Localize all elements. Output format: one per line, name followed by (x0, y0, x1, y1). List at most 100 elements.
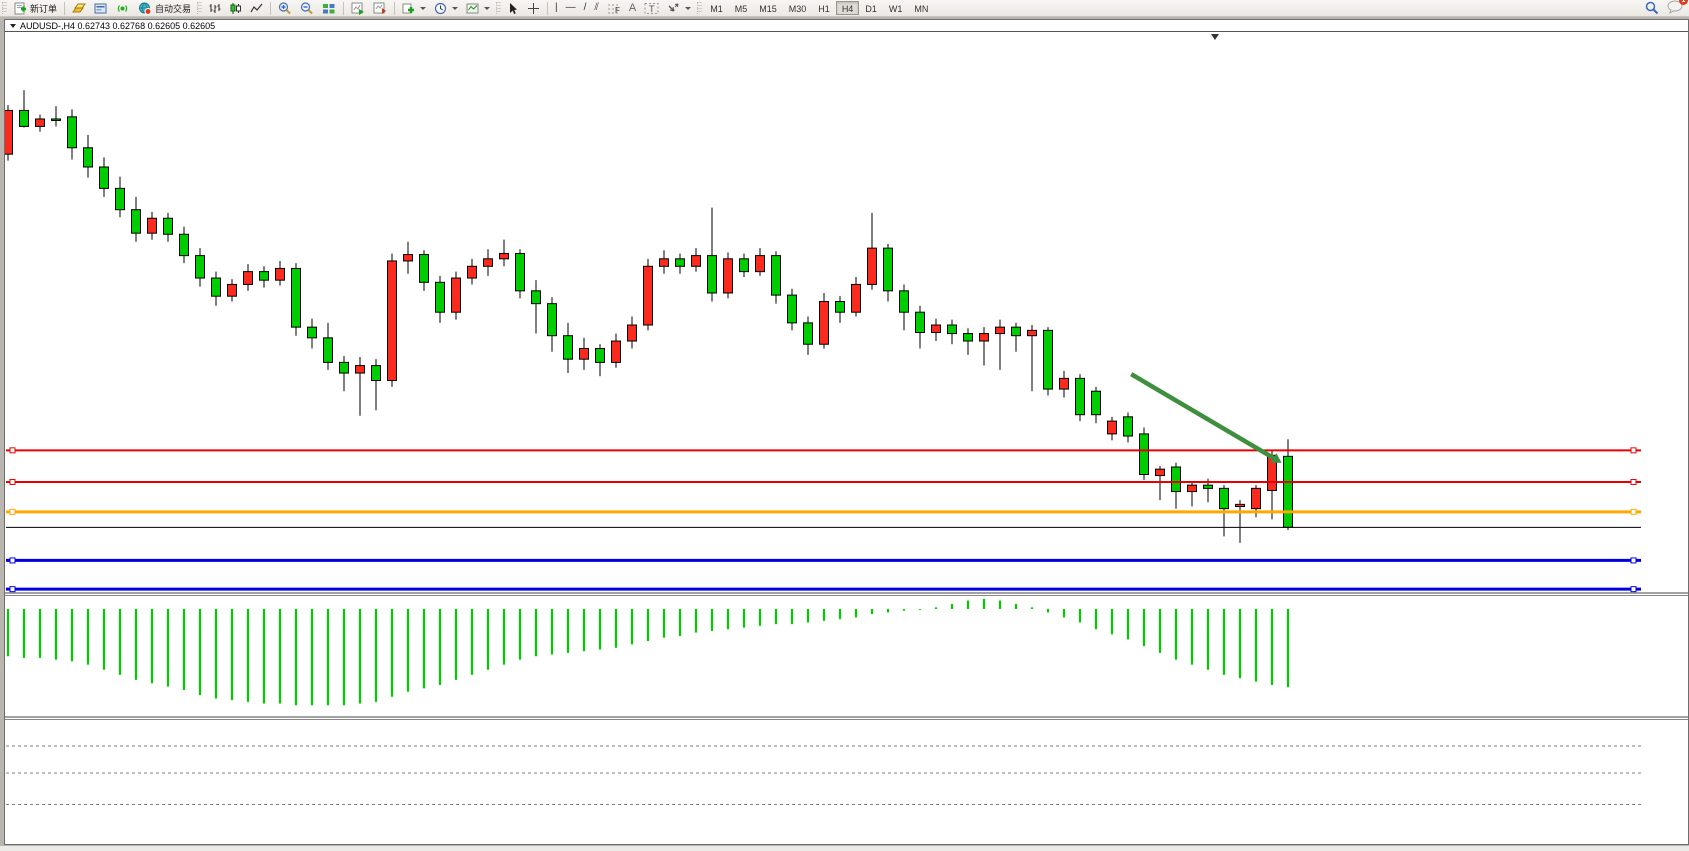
candle (387, 253, 397, 387)
cursor-tool-button[interactable] (503, 1, 523, 16)
channel-tool-button[interactable]: ⫽ (590, 1, 602, 16)
line-chart-type-button[interactable] (246, 1, 267, 16)
signals-button[interactable] (112, 1, 134, 16)
comment-bubble-icon (1667, 0, 1683, 15)
auto-trading-button[interactable]: 自动交易 (134, 1, 195, 16)
hline-handle[interactable] (1630, 586, 1637, 593)
candle-body (195, 255, 205, 279)
candle-body (595, 348, 605, 363)
dropdown-caret-icon (420, 6, 427, 10)
search-icon[interactable] (1645, 1, 1659, 15)
periods-clock-icon (434, 2, 447, 14)
timeframe-H4[interactable]: H4 (835, 1, 860, 15)
vline-tool-button[interactable]: | (551, 1, 562, 16)
candle (339, 355, 349, 392)
gold-chart-button[interactable] (68, 1, 90, 16)
candle-body (1043, 329, 1053, 390)
toolbar-grip[interactable] (197, 2, 203, 14)
timeframe-M15[interactable]: M15 (759, 4, 777, 14)
crosshair-tool-button[interactable] (523, 1, 544, 16)
candle-body (99, 166, 109, 189)
hline-tool-button[interactable]: — (562, 1, 580, 16)
label-tool-button[interactable]: T (640, 1, 663, 16)
candle (643, 258, 653, 331)
profile-button[interactable] (347, 1, 369, 16)
candle (707, 207, 717, 302)
candle-body (755, 255, 765, 273)
hline-handle[interactable] (1630, 508, 1637, 515)
hline-handle[interactable] (9, 557, 16, 564)
chart-canvas[interactable] (5, 32, 1688, 844)
candle-body (851, 283, 861, 313)
periods-button[interactable] (430, 1, 462, 16)
timeframe-W1[interactable]: W1 (888, 4, 903, 14)
toolbar-grip[interactable] (697, 2, 703, 14)
timeframe-toolbar: M1 M5 M15 M30 H1 H4 D1 W1 MN (704, 1, 934, 15)
candle (691, 248, 701, 272)
candle (851, 276, 861, 317)
new-order-button[interactable]: 新订单 (9, 1, 61, 16)
hline-handle[interactable] (9, 586, 16, 593)
comments-button[interactable]: 1 (1667, 0, 1688, 16)
toolbar-grip[interactable] (2, 2, 7, 14)
timeframe-D1[interactable]: D1 (865, 4, 877, 14)
shapes-tool-button[interactable] (663, 1, 695, 16)
timeframe-H1[interactable]: H1 (818, 4, 830, 14)
candle (915, 305, 925, 349)
candle-body (403, 254, 413, 262)
timeframe-M5[interactable]: M5 (734, 4, 748, 14)
separator (343, 1, 345, 15)
candle (979, 327, 989, 366)
template-button[interactable] (462, 1, 494, 16)
hline-handle[interactable] (9, 447, 16, 454)
candle-body (35, 118, 45, 127)
terminal-button[interactable] (90, 1, 112, 16)
bar-chart-type-button[interactable] (204, 1, 225, 16)
timeframe-MN[interactable]: MN (914, 4, 929, 14)
hline-handle[interactable] (1630, 447, 1637, 454)
candle-body (1059, 377, 1069, 390)
candle (611, 333, 621, 368)
text-tool-icon: A (628, 2, 637, 14)
candle-body (67, 116, 77, 149)
channel-tool-icon: ⫽ (594, 2, 599, 13)
candle-body (1027, 329, 1037, 337)
candlesticks (5, 90, 1293, 543)
trend-arrow-line[interactable] (1130, 372, 1278, 462)
gold-chart-icon (72, 3, 87, 12)
timeframe-M30[interactable]: M30 (788, 4, 807, 14)
chart-title-bar: AUDUSD-,H4 0.62743 0.62768 0.62605 0.626… (5, 20, 1688, 32)
chart-shift-marker[interactable] (1211, 34, 1219, 40)
text-tool-button[interactable]: A (625, 1, 640, 16)
hline-handle[interactable] (9, 478, 16, 485)
candle (803, 316, 813, 355)
candle (1075, 374, 1085, 422)
candle (963, 328, 973, 355)
hline-handle[interactable] (1630, 557, 1637, 564)
zoom-in-button[interactable] (274, 1, 296, 16)
add-indicator-button[interactable] (398, 1, 430, 16)
zoom-out-button[interactable] (296, 1, 318, 16)
timeframe-M1[interactable]: M1 (710, 4, 723, 14)
candlestick-type-button[interactable] (225, 1, 246, 16)
symbol-dropdown-icon[interactable] (10, 23, 16, 28)
hline-handle[interactable] (9, 508, 16, 515)
bar-chart-type-icon (209, 3, 221, 13)
hline-handle[interactable] (1630, 478, 1637, 485)
add-indicator-icon (402, 3, 415, 13)
chart-window[interactable]: AUDUSD-,H4 0.62743 0.62768 0.62605 0.626… (4, 19, 1689, 845)
svg-text:F: F (615, 6, 620, 15)
trend-arrow[interactable] (1130, 372, 1282, 463)
crosshair-icon (528, 2, 540, 14)
step-forward-button[interactable] (369, 1, 391, 16)
trendline-tool-button[interactable]: / (580, 1, 591, 16)
candle (483, 249, 493, 276)
toolbar-grip[interactable] (496, 2, 502, 14)
tile-windows-button[interactable] (318, 1, 340, 16)
fibonacci-tool-button[interactable]: F (603, 1, 625, 16)
candle (995, 319, 1005, 370)
candle (515, 249, 525, 299)
candle-body (115, 187, 125, 211)
candle-body (547, 303, 557, 337)
candle-body (339, 361, 349, 374)
